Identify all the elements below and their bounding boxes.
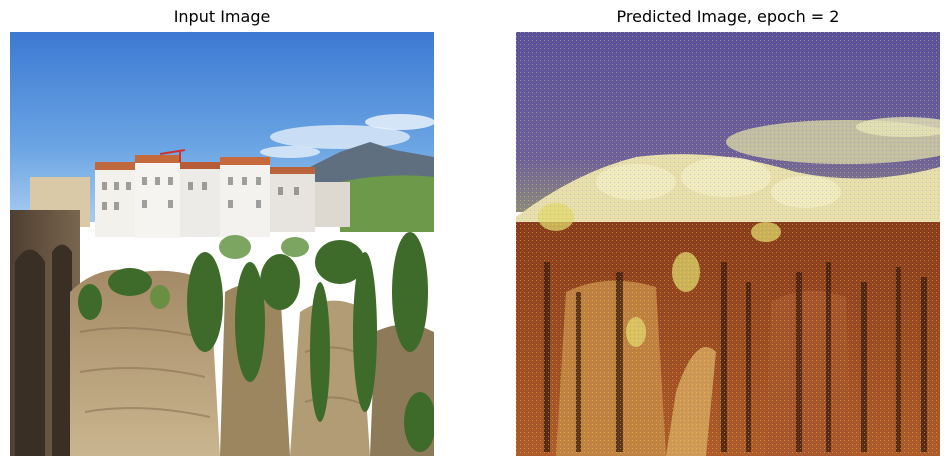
predicted-image bbox=[516, 32, 940, 456]
predicted-image-title: Predicted Image, epoch = 2 bbox=[616, 7, 840, 26]
input-image-title: Input Image bbox=[173, 7, 271, 26]
input-image bbox=[10, 32, 434, 456]
predicted-photo bbox=[516, 32, 940, 456]
input-photo bbox=[10, 32, 434, 456]
predicted-panel: Predicted Image, epoch = 2 bbox=[516, 0, 940, 465]
input-panel: Input Image bbox=[10, 0, 434, 465]
